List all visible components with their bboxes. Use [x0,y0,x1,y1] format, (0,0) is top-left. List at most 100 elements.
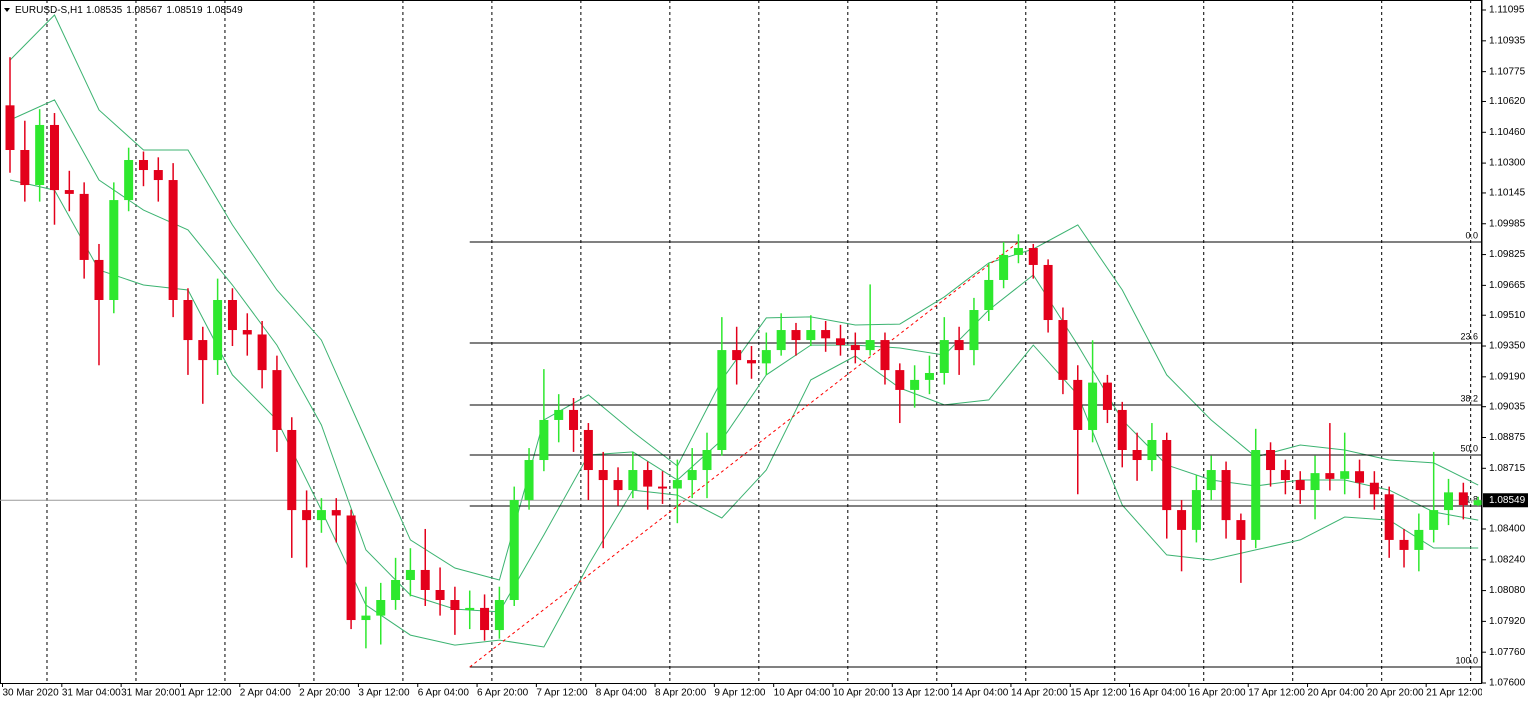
candle-body [1073,379,1083,430]
y-tick-label: 1.07920 [1489,616,1526,627]
candle-body [391,579,401,601]
y-tick-label: 1.09985 [1489,218,1526,229]
candle-body [569,409,579,430]
candle-body [20,150,30,186]
candle-body [791,330,801,341]
plot-frame [0,0,1482,684]
fib-label: 38.2 [1460,393,1478,403]
candle-body [302,510,312,521]
candles [5,57,1483,649]
y-tick-label: 1.10775 [1489,66,1526,77]
x-tick-label: 2 Apr 20:00 [299,688,351,699]
candle-body [969,310,979,351]
candle-body [287,429,297,511]
bollinger-bands [9,14,1479,648]
candle-body [1325,473,1335,479]
x-tick-label: 14 Apr 20:00 [1011,688,1068,699]
band-lower [9,179,1479,648]
candle-body [272,370,282,430]
candle-body [168,180,178,301]
candle-body [1355,471,1365,483]
candle-body [939,340,949,373]
y-tick-label: 1.09190 [1489,371,1526,382]
candle-body [480,607,490,631]
x-tick-label: 7 Apr 12:00 [536,688,588,699]
candle-body [465,607,475,611]
candle-body [1147,439,1157,461]
candle-body [672,480,682,489]
candle-body [109,200,119,301]
candle-body [35,124,45,186]
candle-body [435,589,445,601]
candle-body [198,340,208,361]
x-tick-label: 16 Apr 20:00 [1189,688,1246,699]
candle-body [613,480,623,491]
y-tick-label: 1.09510 [1489,310,1526,321]
candle-body [643,470,653,487]
x-tick-label: 1 Apr 12:00 [180,688,232,699]
candle-body [1102,382,1112,410]
candle-body [494,600,504,631]
fibonacci: 0.0 23.6 38.2 50.0 61.8 100.0 [469,230,1482,668]
candle-body [79,193,89,260]
x-tick-label: 9 Apr 12:00 [714,688,766,699]
menu-triangle[interactable] [4,8,10,12]
y-tick-label: 1.09035 [1489,401,1526,412]
fib-label: 50.0 [1460,443,1478,453]
current-price-tag [1483,493,1528,508]
candle-body [554,409,564,420]
candle-body [999,254,1009,280]
candle-body [1028,248,1038,265]
candle-body [1280,470,1290,481]
x-tick-label: 20 Apr 04:00 [1308,688,1365,699]
chart-header: EURUSD-S,H1 1.08535 1.08567 1.08519 1.08549 [15,5,243,16]
candle-body [1013,248,1023,255]
candle-body [687,470,697,481]
candle-body [1043,264,1053,321]
candle-body [1384,494,1394,540]
candle-body [1340,471,1350,479]
candle-body [227,300,237,331]
candle-body [1295,480,1305,491]
candle-body [732,350,742,361]
current-price-label: 1.08549 [1489,495,1526,506]
candle-body [49,124,59,191]
candle-body [405,569,415,580]
y-tick-label: 1.08715 [1489,463,1526,474]
x-tick-label: 20 Apr 20:00 [1367,688,1424,699]
candle-body [213,300,223,361]
candle-body [1251,450,1261,540]
candle-body [316,510,326,521]
candle-body [257,334,267,371]
candle-body [183,300,193,341]
candle-body [153,170,163,181]
candle-body [124,160,134,201]
candle-body [331,510,341,516]
fib-label: 100.0 [1455,655,1478,665]
candle-body [1236,520,1246,540]
candle-body [984,279,994,311]
candle-body [361,615,371,621]
y-tick-label: 1.08080 [1489,585,1526,596]
y-tick-label: 1.08240 [1489,554,1526,565]
x-tick-label: 13 Apr 12:00 [892,688,949,699]
band-middle [9,99,1479,613]
x-tick-label: 17 Apr 12:00 [1248,688,1305,699]
x-tick-label: 21 Apr 12:00 [1426,688,1483,699]
candle-body [658,486,668,489]
x-tick-label: 16 Apr 04:00 [1130,688,1187,699]
y-tick-label: 1.08400 [1489,524,1526,535]
band-upper [9,14,1479,581]
candle-body [865,340,875,351]
x-tick-label: 8 Apr 20:00 [655,688,707,699]
candle-body [747,360,756,364]
x-tick-label: 10 Apr 04:00 [774,688,831,699]
candle-body [954,340,964,351]
y-tick-label: 1.07600 [1489,678,1526,689]
y-tick-label: 1.10145 [1489,188,1526,199]
x-tick-label: 6 Apr 04:00 [418,688,470,699]
candle-body [420,569,430,590]
fib-trend-line [469,241,1019,668]
header-close: 1.08549 [207,5,244,16]
